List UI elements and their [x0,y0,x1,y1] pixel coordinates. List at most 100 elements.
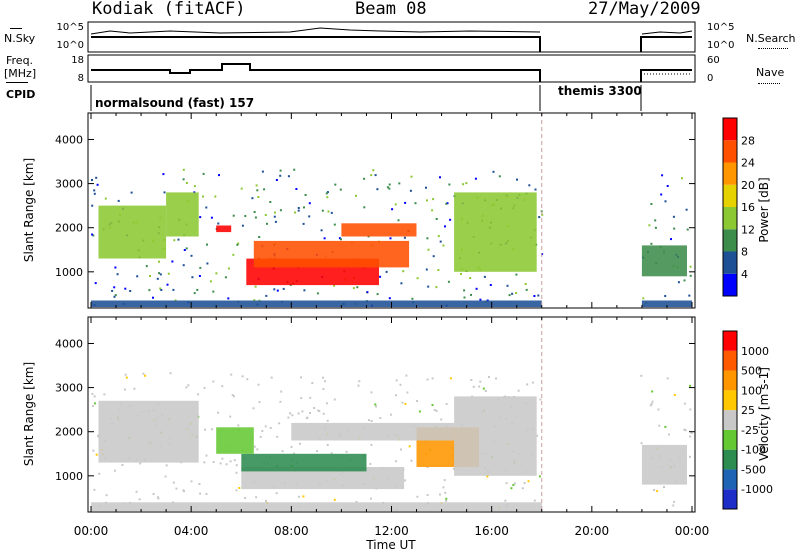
speckle-cell [426,237,429,240]
speckle-cell [489,284,492,286]
colorbar-segment [723,449,737,470]
speckle-cell [257,383,260,386]
speckle-cell [670,238,672,241]
speckle-cell [447,280,450,283]
velocity-colorbar-tick: -1000 [741,483,773,496]
speckle-cell [212,461,215,464]
data-region-4 [98,400,199,463]
speckle-cell [426,199,428,202]
speckle-cell [299,442,301,445]
colorbar-frame [722,330,738,510]
speckle-cell [265,499,267,502]
speckle-cell [324,380,327,383]
speckle-cell [379,275,382,278]
speckle-cell [356,286,359,289]
speckle-cell [416,495,419,498]
speckle-cell [241,375,244,378]
speckle-cell [264,214,267,216]
speckle-cell [273,215,276,218]
speckle-cell [169,372,172,375]
speckle-cell [338,237,341,240]
speckle-cell [199,216,202,219]
speckle-cell [202,195,204,198]
speckle-cell [411,297,414,300]
speckle-cell [363,206,366,209]
power-y-axis-label: Slant Range [km] [22,158,36,262]
speckle-cell [322,412,325,415]
speckle-cell [205,493,208,495]
speckle-cell [689,384,692,387]
speckle-cell [465,182,468,185]
cpid-segment-1: normalsound (fast) 157 [95,96,255,110]
speckle-cell [526,383,529,386]
data-region-5 [291,422,455,441]
speckle-cell [316,450,319,453]
speckle-cell [672,215,675,218]
freq-right-tick-top: 60 [707,55,720,66]
speckle-cell [333,398,336,401]
speckle-cell [521,487,524,490]
speckle-cell [313,407,316,409]
speckle-cell [93,189,96,192]
speckle-cell [470,293,472,296]
speckle-cell [334,183,337,186]
power-colorbar-tick: 16 [741,201,755,214]
speckle-cell [439,176,441,179]
speckle-cell [663,486,665,488]
speckle-cell [218,174,220,177]
speckle-cell [440,418,443,421]
y-tick-label: 4000 [55,337,83,350]
speckle-cell [689,455,691,458]
speckle-cell [308,215,311,218]
speckle-cell [255,496,258,499]
speckle-cell [673,227,676,230]
speckle-cell [306,416,309,419]
speckle-cell [684,429,687,432]
speckle-cell [300,397,303,400]
velocity-colorbar-tick: 100 [741,384,762,397]
speckle-cell [681,177,683,180]
speckle-cell [478,385,481,388]
velocity-colorbar-title: Velocity [m s-1] [757,367,771,461]
station-title: Kodiak (fitACF) [92,0,246,19]
speckle-cell [375,405,378,408]
speckle-cell [152,493,155,495]
speckle-cell [400,448,402,451]
speckle-cell [515,292,518,294]
speckle-cell [690,432,693,434]
speckle-cell [474,177,477,180]
speckle-cell [279,169,282,172]
speckle-cell [664,425,667,428]
speckle-cell [229,415,232,418]
speckle-cell [640,442,643,445]
speckle-cell [538,475,541,478]
speckle-cell [330,452,333,455]
speckle-cell [190,480,193,483]
speckle-cell [355,501,358,503]
freq-trace [91,63,541,82]
speckle-cell [91,233,94,236]
y-tick-label: 2000 [55,426,83,439]
speckle-cell [94,282,97,285]
speckle-cell [318,410,321,413]
speckle-cell [666,185,669,187]
speckle-cell [409,189,412,192]
speckle-cell [508,294,511,297]
x-tick-label: 00:00 [675,524,710,538]
data-region-7 [641,245,687,277]
speckle-cell [689,408,692,411]
cpid-label: CPID [6,88,36,101]
speckle-cell [258,401,261,404]
speckle-cell [515,273,518,276]
speckle-cell [444,491,447,494]
speckle-cell [93,192,96,195]
speckle-cell [448,183,451,186]
speckle-cell [279,400,282,403]
velocity-colorbar: 1000 500 100 25 -25 -100 -500 -1000 [722,330,773,510]
speckle-cell [386,186,389,189]
speckle-cell [657,408,660,411]
colorbar-segment [723,162,737,185]
velocity-heatmap [91,317,693,512]
speckle-cell [266,222,268,225]
speckle-cell [321,209,324,212]
